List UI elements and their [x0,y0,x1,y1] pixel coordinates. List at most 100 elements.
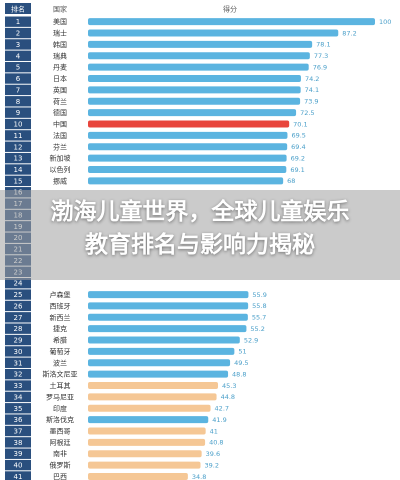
score-bar [88,302,249,310]
rank-number: 1 [16,18,20,26]
country-label: 波兰 [53,358,67,367]
rank-cell [5,27,31,39]
rank-cell [5,437,31,448]
country-label: 罗马尼亚 [46,393,74,401]
country-label: 中国 [53,120,67,129]
rank-number: 31 [14,359,23,367]
score-bar [88,109,297,117]
country-label: 芬兰 [53,142,67,151]
rank-number: 38 [14,439,23,447]
score-value: 55.2 [250,325,264,333]
rank-cell [5,323,31,334]
rank-number: 24 [14,280,23,288]
rank-number: 35 [14,405,23,413]
country-label: 斯洛文尼亚 [43,370,78,379]
score-value: 77.3 [314,52,328,60]
rank-cell [5,459,31,471]
score-bar [88,165,287,173]
rank-cell [5,425,31,437]
score-bar [88,370,229,378]
overlay-title: 渤海儿童世界，全球儿童娱乐 教育排名与影响力揭秘 [50,199,350,258]
score-value: 42.7 [215,405,229,413]
rank-cell [5,84,31,96]
country-label: 韩国 [53,40,67,49]
rank-number: 26 [14,302,23,310]
score-value: 74.1 [305,86,319,94]
rank-number: 10 [14,121,23,129]
score-value: 68 [287,177,295,185]
rank-cell [5,391,31,403]
rank-cell [5,164,31,175]
country-label: 丹麦 [53,63,67,72]
country-label: 美国 [53,17,67,26]
rank-number: 29 [14,337,23,345]
rank-number: 2 [16,30,20,38]
rank-cell [5,50,31,61]
country-label: 卢森堡 [50,290,71,299]
country-label: 荷兰 [53,97,67,106]
score-value: 34.8 [192,473,206,480]
rank-number: 14 [14,166,23,174]
rank-number: 40 [14,462,23,470]
score-value: 73.9 [304,98,318,106]
score-bar [88,291,249,299]
score-bar [88,404,211,412]
rank-cell [5,346,31,357]
score-value: 39.6 [206,450,220,458]
rank-cell [5,414,31,425]
country-label: 土耳其 [50,381,71,390]
rank-cell [5,141,31,152]
rank-cell [5,357,31,368]
rank-header-bg [5,3,31,14]
score-bar [88,63,309,71]
score-header: 得分 [223,5,237,14]
country-label: 日本 [53,74,67,83]
score-bar [88,427,206,435]
rank-cell [5,278,31,289]
country-label: 德国 [53,108,67,117]
score-value: 76.9 [313,63,327,71]
country-label: 印度 [53,404,67,413]
rank-number: 5 [16,64,20,72]
rank-number: 33 [14,382,23,390]
country-label: 墨西哥 [50,428,71,436]
score-bar [88,336,240,344]
rank-cell [5,448,31,459]
score-value: 49.5 [234,359,248,367]
country-label: 西班牙 [50,301,71,310]
rank-cell [5,380,31,391]
rank-number: 7 [16,86,20,94]
country-label: 巴西 [53,473,67,480]
score-bar [88,177,284,185]
rank-cell [5,289,31,300]
score-bar [88,86,301,94]
score-value: 69.5 [291,132,305,140]
rank-number: 3 [16,41,20,49]
score-value: 55.8 [252,302,266,310]
score-value: 41.9 [212,416,226,424]
rank-number: 27 [14,314,23,322]
country-label: 法国 [53,131,67,140]
rank-number: 30 [14,348,23,356]
country-label: 阿根廷 [50,438,71,447]
score-bar [88,461,201,469]
score-bar [88,313,248,321]
score-value: 41 [210,427,218,435]
score-value: 45.3 [222,382,236,390]
title-overlay-band [0,190,400,280]
country-label: 俄罗斯 [50,461,71,470]
score-bar [88,52,310,60]
country-label: 以色列 [50,165,71,174]
rank-cell [5,16,31,27]
rank-number: 4 [16,52,21,60]
rank-number: 11 [14,132,23,140]
rank-cell [5,96,31,107]
rank-number: 8 [16,98,20,106]
score-value: 55.7 [252,314,266,322]
score-bar [88,131,288,139]
score-bar [88,97,301,105]
score-bar [88,40,313,48]
score-value: 40.8 [209,439,223,447]
score-value: 70.1 [293,120,307,128]
score-bar [88,416,209,424]
